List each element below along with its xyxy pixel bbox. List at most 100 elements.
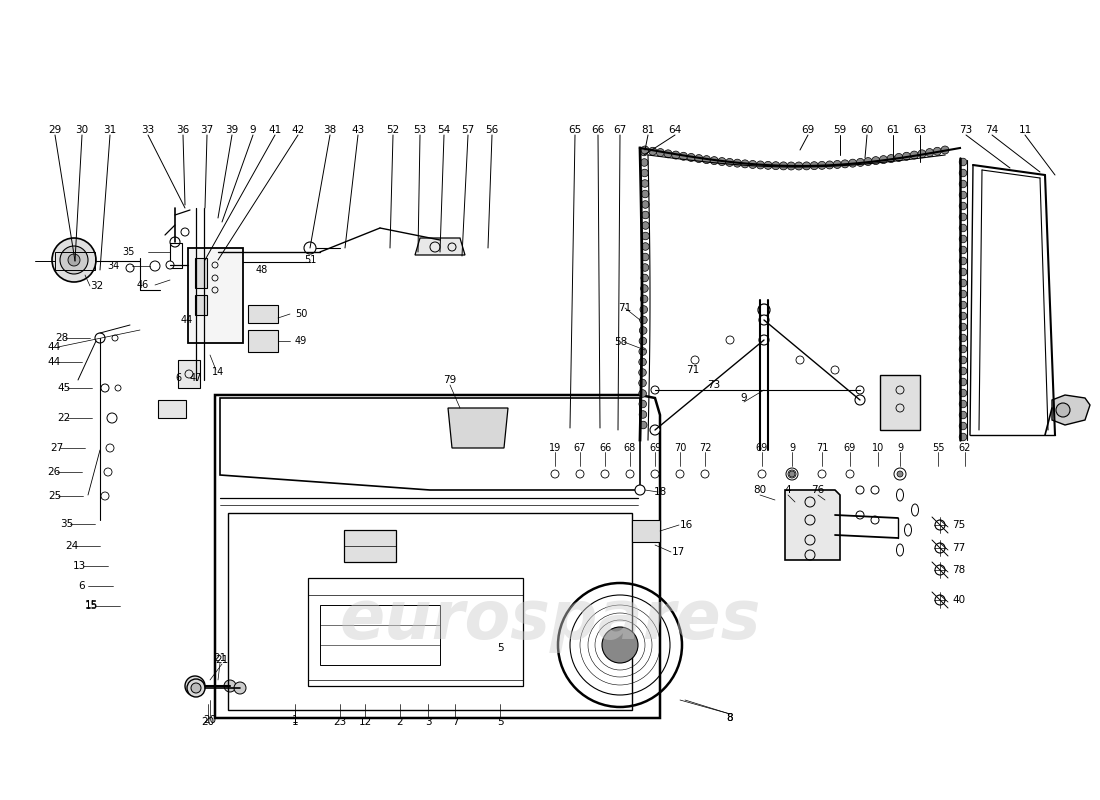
Bar <box>248 330 278 352</box>
Text: 71: 71 <box>686 365 700 375</box>
Circle shape <box>718 158 726 166</box>
Text: 21: 21 <box>216 655 229 665</box>
Text: 32: 32 <box>90 281 103 291</box>
Text: 63: 63 <box>913 125 926 135</box>
Circle shape <box>187 679 205 697</box>
Circle shape <box>641 180 649 187</box>
Circle shape <box>664 150 672 158</box>
Circle shape <box>657 149 664 157</box>
Circle shape <box>811 162 818 170</box>
Text: 62: 62 <box>959 443 971 453</box>
Bar <box>320 605 440 665</box>
Bar <box>632 520 660 542</box>
Polygon shape <box>448 408 508 448</box>
Text: 9: 9 <box>896 443 903 453</box>
Circle shape <box>959 202 967 210</box>
Circle shape <box>826 161 834 169</box>
Circle shape <box>959 246 967 254</box>
Circle shape <box>842 160 849 168</box>
Text: 20: 20 <box>204 715 217 725</box>
Circle shape <box>166 261 174 269</box>
Circle shape <box>959 279 967 286</box>
Text: 44: 44 <box>47 342 60 352</box>
Text: 43: 43 <box>351 125 364 135</box>
Circle shape <box>651 386 659 394</box>
Circle shape <box>764 162 772 170</box>
Circle shape <box>551 470 559 478</box>
Circle shape <box>601 470 609 478</box>
Text: 17: 17 <box>672 547 685 557</box>
Text: 69: 69 <box>802 125 815 135</box>
Circle shape <box>959 323 967 331</box>
Circle shape <box>95 333 104 343</box>
Text: 48: 48 <box>255 265 268 275</box>
Circle shape <box>865 158 872 166</box>
Circle shape <box>185 676 205 696</box>
Text: 45: 45 <box>57 383 70 393</box>
Text: 1: 1 <box>292 715 298 725</box>
Text: 78: 78 <box>952 565 966 575</box>
Bar <box>308 578 522 686</box>
Text: 9: 9 <box>789 443 795 453</box>
Text: 69: 69 <box>844 443 856 453</box>
Circle shape <box>640 285 648 292</box>
Text: eurospares: eurospares <box>339 587 761 653</box>
Circle shape <box>651 470 659 478</box>
Circle shape <box>759 335 769 345</box>
Text: 67: 67 <box>614 125 627 135</box>
Text: 77: 77 <box>952 543 966 553</box>
Circle shape <box>224 680 236 692</box>
Circle shape <box>780 162 788 170</box>
Text: 15: 15 <box>85 601 98 611</box>
Circle shape <box>734 159 741 167</box>
Circle shape <box>170 237 180 247</box>
Text: 37: 37 <box>200 125 213 135</box>
Circle shape <box>726 158 734 166</box>
Circle shape <box>818 162 826 170</box>
Text: 40: 40 <box>952 595 965 605</box>
Circle shape <box>925 149 934 157</box>
Text: 59: 59 <box>834 125 847 135</box>
Circle shape <box>626 470 634 478</box>
Circle shape <box>830 366 839 374</box>
Text: 2: 2 <box>397 717 404 727</box>
Text: 16: 16 <box>680 520 693 530</box>
Text: 39: 39 <box>226 125 239 135</box>
Circle shape <box>857 158 865 166</box>
Text: 44: 44 <box>180 315 194 325</box>
Circle shape <box>640 148 648 156</box>
Circle shape <box>641 242 649 250</box>
Text: 18: 18 <box>653 487 667 497</box>
Text: 10: 10 <box>872 443 884 453</box>
Circle shape <box>650 425 660 435</box>
Circle shape <box>703 156 711 164</box>
Bar <box>195 295 207 315</box>
Circle shape <box>796 356 804 364</box>
Text: 7: 7 <box>452 717 459 727</box>
Polygon shape <box>785 490 840 560</box>
Circle shape <box>959 290 967 298</box>
Text: 58: 58 <box>614 337 627 347</box>
Circle shape <box>959 268 967 276</box>
Circle shape <box>759 315 769 325</box>
Circle shape <box>68 254 80 266</box>
Circle shape <box>959 312 967 320</box>
Text: 5: 5 <box>497 643 504 653</box>
Text: 54: 54 <box>438 125 451 135</box>
Text: 11: 11 <box>1019 125 1032 135</box>
Circle shape <box>691 356 698 364</box>
Circle shape <box>641 253 649 261</box>
Text: 29: 29 <box>48 125 62 135</box>
Bar <box>178 360 200 388</box>
Text: 24: 24 <box>65 541 78 551</box>
Circle shape <box>741 160 749 168</box>
Circle shape <box>649 147 657 155</box>
Text: 57: 57 <box>461 125 474 135</box>
Circle shape <box>959 411 967 419</box>
Circle shape <box>888 154 895 162</box>
Circle shape <box>959 346 967 353</box>
Circle shape <box>726 336 734 344</box>
Circle shape <box>902 152 911 160</box>
Text: 51: 51 <box>304 255 316 265</box>
Circle shape <box>758 470 766 478</box>
